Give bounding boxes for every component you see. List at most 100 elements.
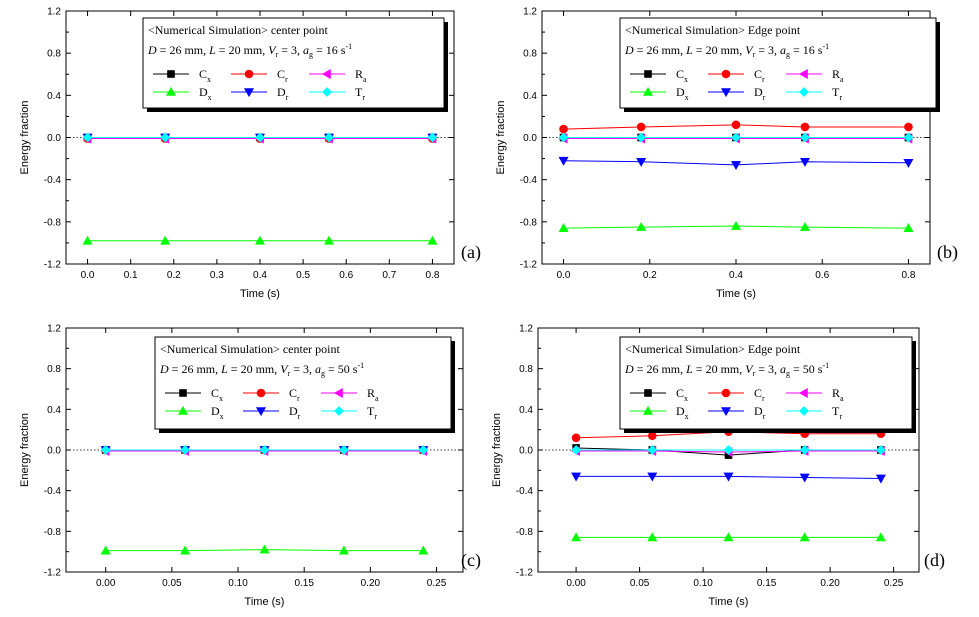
legend-label-main: T (832, 404, 840, 418)
x-axis-label: Time (s) (240, 288, 280, 300)
param-D-value: = 26 mm, (157, 43, 209, 57)
y-axis-label: Energy fraction (495, 101, 507, 175)
legend-label-Cr: Cr (754, 67, 765, 84)
legend-label-main: T (367, 404, 375, 418)
series-Dx (571, 532, 886, 542)
x-tick-label: 0.2 (643, 270, 657, 281)
legend-marker-Cx (167, 70, 175, 78)
data-point-Dr (558, 156, 569, 166)
legend-entry-Tr: Tr (786, 404, 842, 421)
param-V-sub: r (288, 369, 291, 378)
legend-marker-Dx (177, 405, 189, 415)
legend-label-Cr: Cr (289, 386, 300, 403)
data-point-Cr (571, 433, 581, 443)
legend-label-Ra: Ra (367, 386, 379, 403)
x-tick-label: 0.0 (81, 270, 95, 281)
legend-label-main: C (676, 67, 684, 81)
legend-label-sub: x (220, 412, 224, 421)
data-point-Tr (160, 132, 171, 143)
data-point-Dx (558, 223, 569, 232)
y-axis-label: Energy fraction (491, 413, 503, 487)
param-V: V (268, 43, 277, 57)
param-V-sub: r (753, 50, 756, 59)
param-D: D (624, 43, 634, 57)
legend-label-Dr: Dr (277, 85, 289, 102)
y-tick-label: 0.8 (519, 364, 533, 375)
legend-entry-Ra: Ra (786, 386, 844, 403)
legend-label-Cx: Cx (199, 67, 211, 84)
y-tick-label: -0.4 (516, 486, 534, 497)
data-point-Dr (730, 161, 742, 171)
legend-label-sub: a (840, 394, 844, 403)
data-point-Dr (647, 472, 658, 482)
legend-label-Ra: Ra (832, 67, 844, 84)
data-point-Cr (636, 122, 646, 132)
data-point-Dx (323, 235, 334, 245)
y-tick-label: -1.2 (516, 568, 534, 579)
legend-label-main: D (199, 85, 208, 99)
y-tick-label: -0.8 (516, 527, 534, 538)
param-V-value: = 3, (755, 362, 780, 376)
data-point-Dr (875, 474, 886, 484)
legend-label-main: C (277, 67, 285, 81)
legend-entry-Cr: Cr (231, 67, 288, 84)
legend-label-sub: r (763, 412, 766, 421)
legend-label-main: D (754, 404, 763, 418)
x-tick-label: 0.10 (228, 578, 248, 589)
data-point-Dx (427, 235, 438, 245)
legend-label-sub: x (207, 75, 211, 84)
legend-label-main: R (832, 386, 840, 400)
legend-label-main: C (676, 386, 684, 400)
legend-marker-Cr (721, 388, 731, 398)
param-a: a (315, 362, 321, 376)
data-point-Dx (647, 532, 658, 542)
legend-label-main: T (355, 85, 363, 99)
legend-label-sub: r (762, 75, 765, 84)
param-D-value: = 26 mm, (634, 43, 686, 57)
param-D: D (624, 362, 634, 376)
param-V: V (280, 362, 289, 376)
data-point-Cr (800, 122, 810, 132)
y-tick-label: 0.0 (519, 446, 533, 457)
legend: <Numerical Simulation> Edge point D = 26 … (619, 17, 940, 112)
legend-entry-Cx: Cx (165, 386, 223, 403)
legend-marker-Tr (322, 87, 332, 97)
x-tick-label: 0.6 (339, 270, 353, 281)
legend-marker-Dr (243, 88, 255, 98)
series-Cr (559, 120, 913, 134)
legend-marker-Cx (644, 70, 652, 78)
y-tick-label: 0.0 (47, 133, 61, 144)
legend-label-Tr: Tr (367, 404, 377, 421)
y-tick-label: 0.8 (47, 49, 61, 60)
y-tick-label: -0.4 (520, 175, 538, 186)
x-tick-label: 0.15 (294, 578, 314, 589)
legend-label-Cx: Cx (676, 67, 688, 84)
legend-label-Dx: Dx (676, 85, 689, 102)
y-tick-label: 0.0 (47, 446, 61, 457)
data-point-Dr (903, 159, 914, 168)
param-D-value: = 26 mm, (634, 362, 686, 376)
panel-label: (d) (924, 550, 945, 571)
legend-entry-Cr: Cr (708, 67, 765, 84)
legend-title: <Numerical Simulation> Edge point (625, 342, 801, 356)
legend-marker-Dx (642, 405, 654, 415)
legend-label-main: D (676, 404, 685, 418)
data-point-Dx (730, 220, 742, 230)
legend-entry-Tr: Tr (321, 404, 377, 421)
legend-label-main: D (277, 85, 286, 99)
param-a-sub: g (309, 50, 313, 59)
legend-label-sub: r (839, 412, 842, 421)
legend-label-sub: r (839, 93, 842, 102)
legend-label-sub: a (840, 75, 844, 84)
series-Tr (558, 132, 914, 143)
x-axis-label: Time (s) (716, 288, 756, 300)
data-point-Dr (723, 472, 734, 482)
chart-panel-1: -1.2 -0.8 -0.4 0.0 0.4 0.8 1.2 0.0 0.1 0.2 0.3 0.4 0… (19, 7, 481, 301)
legend-marker-Tr (799, 87, 809, 97)
legend-entry-Dx: Dx (153, 85, 212, 102)
data-point-Cr (559, 124, 568, 134)
legend-entry-Cx: Cx (630, 386, 688, 403)
param-a: a (780, 43, 786, 57)
y-axis-label: Energy fraction (19, 413, 31, 487)
legend-entry-Ra: Ra (321, 386, 379, 403)
